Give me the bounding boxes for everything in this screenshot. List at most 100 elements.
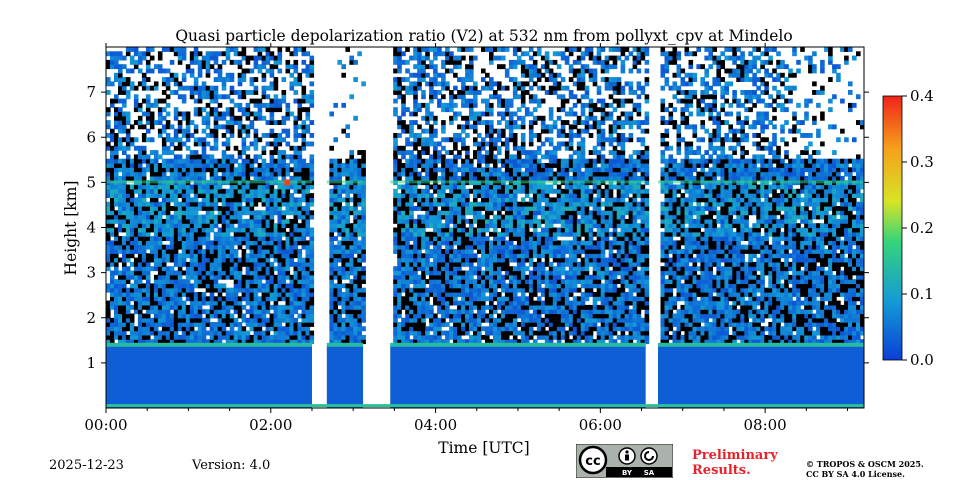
heatmap-cell bbox=[197, 188, 203, 194]
heatmap-cell bbox=[161, 145, 167, 151]
heatmap-cell bbox=[165, 326, 171, 332]
heatmap-cell bbox=[241, 249, 247, 254]
heatmap-cell bbox=[153, 317, 159, 323]
heatmap-cell bbox=[301, 128, 307, 134]
heatmap-cell bbox=[453, 240, 458, 246]
heatmap-cell bbox=[349, 300, 354, 306]
heatmap-cell bbox=[241, 231, 247, 237]
heatmap-cell bbox=[445, 261, 450, 267]
heatmap-cell bbox=[106, 257, 111, 263]
heatmap-cell bbox=[425, 223, 430, 229]
heatmap-cell bbox=[237, 163, 243, 168]
heatmap-cell bbox=[453, 274, 458, 280]
heatmap-cell bbox=[409, 163, 414, 168]
heatmap-cell bbox=[449, 201, 454, 207]
heatmap-cell bbox=[297, 102, 303, 108]
heatmap-cell bbox=[189, 55, 195, 61]
heatmap-cell bbox=[508, 249, 514, 254]
heatmap-cell bbox=[157, 257, 163, 263]
heatmap-cell bbox=[481, 309, 486, 315]
heatmap-cell bbox=[341, 266, 346, 272]
heatmap-cell bbox=[189, 227, 195, 233]
heatmap-cell bbox=[461, 253, 466, 259]
heatmap-cell bbox=[425, 175, 430, 181]
heatmap-cell bbox=[193, 51, 199, 57]
heatmap-cell bbox=[141, 77, 147, 82]
heatmap-cell bbox=[504, 167, 510, 173]
heatmap-cell bbox=[153, 249, 159, 254]
heatmap-cell bbox=[233, 236, 239, 241]
heatmap-cell bbox=[173, 309, 179, 315]
heatmap-cell bbox=[516, 313, 522, 319]
heatmap-cell bbox=[233, 292, 239, 297]
heatmap-cell bbox=[277, 51, 283, 57]
heatmap-cell bbox=[473, 300, 478, 306]
heatmap-cell bbox=[469, 64, 474, 70]
heatmap-cell bbox=[249, 287, 255, 293]
heatmap-cell bbox=[489, 210, 494, 216]
heatmap-cell bbox=[122, 270, 127, 276]
heatmap-cell bbox=[493, 279, 498, 284]
heatmap-cell bbox=[477, 313, 482, 319]
heatmap-cell bbox=[508, 244, 514, 250]
heatmap-cell bbox=[461, 171, 466, 177]
heatmap-cell bbox=[241, 167, 247, 173]
heatmap-cell bbox=[122, 81, 127, 87]
heatmap-cell bbox=[401, 150, 406, 155]
heatmap-cell bbox=[285, 218, 291, 224]
heatmap-cell bbox=[273, 206, 279, 211]
heatmap-cell bbox=[489, 296, 494, 302]
heatmap-cell bbox=[137, 326, 143, 332]
heatmap-cell bbox=[461, 188, 466, 194]
heatmap-cell bbox=[504, 107, 510, 113]
heatmap-cell bbox=[118, 201, 123, 207]
heatmap-cell bbox=[281, 167, 287, 173]
heatmap-cell bbox=[197, 72, 203, 78]
heatmap-cell bbox=[209, 197, 215, 203]
heatmap-cell bbox=[421, 201, 426, 207]
heatmap-cell bbox=[393, 81, 398, 87]
heatmap-cell bbox=[433, 227, 438, 233]
heatmap-cell bbox=[309, 184, 315, 190]
heatmap-cell bbox=[481, 313, 486, 319]
heatmap-cell bbox=[225, 72, 231, 78]
heatmap-cell bbox=[233, 266, 239, 272]
heatmap-cell bbox=[516, 287, 522, 293]
heatmap-cell bbox=[149, 55, 155, 61]
heatmap-cell bbox=[453, 326, 458, 332]
heatmap-cell bbox=[253, 330, 259, 336]
heatmap-cell bbox=[209, 55, 215, 61]
heatmap-cell bbox=[508, 206, 514, 211]
heatmap-cell bbox=[441, 322, 446, 327]
heatmap-cell bbox=[197, 240, 203, 246]
heatmap-cell bbox=[185, 223, 191, 229]
heatmap-cell bbox=[297, 240, 303, 246]
heatmap-cell bbox=[512, 175, 518, 181]
heatmap-cell bbox=[429, 85, 434, 91]
heatmap-cell bbox=[349, 184, 354, 190]
heatmap-cell bbox=[253, 167, 259, 173]
heatmap-cell bbox=[357, 334, 362, 340]
heatmap-cell bbox=[409, 167, 414, 173]
heatmap-cell bbox=[233, 334, 239, 340]
heatmap-cell bbox=[173, 81, 179, 87]
heatmap-cell bbox=[489, 197, 494, 203]
heatmap-cell bbox=[489, 261, 494, 267]
heatmap-cell bbox=[149, 210, 155, 216]
heatmap-cell bbox=[465, 313, 470, 319]
heatmap-cell bbox=[401, 223, 406, 229]
heatmap-cell bbox=[357, 184, 362, 190]
heatmap-cell bbox=[245, 287, 251, 293]
heatmap-cell bbox=[114, 201, 119, 207]
heatmap-cell bbox=[417, 158, 422, 164]
heatmap-cell bbox=[353, 304, 358, 310]
heatmap-cell bbox=[429, 326, 434, 332]
heatmap-cell bbox=[485, 171, 490, 177]
heatmap-cell bbox=[461, 163, 466, 168]
heatmap-cell bbox=[122, 201, 127, 207]
heatmap-cell bbox=[341, 339, 346, 345]
heatmap-cell bbox=[237, 210, 243, 216]
heatmap-cell bbox=[114, 300, 119, 306]
heatmap-cell bbox=[520, 287, 526, 293]
heatmap-cell bbox=[349, 231, 354, 237]
